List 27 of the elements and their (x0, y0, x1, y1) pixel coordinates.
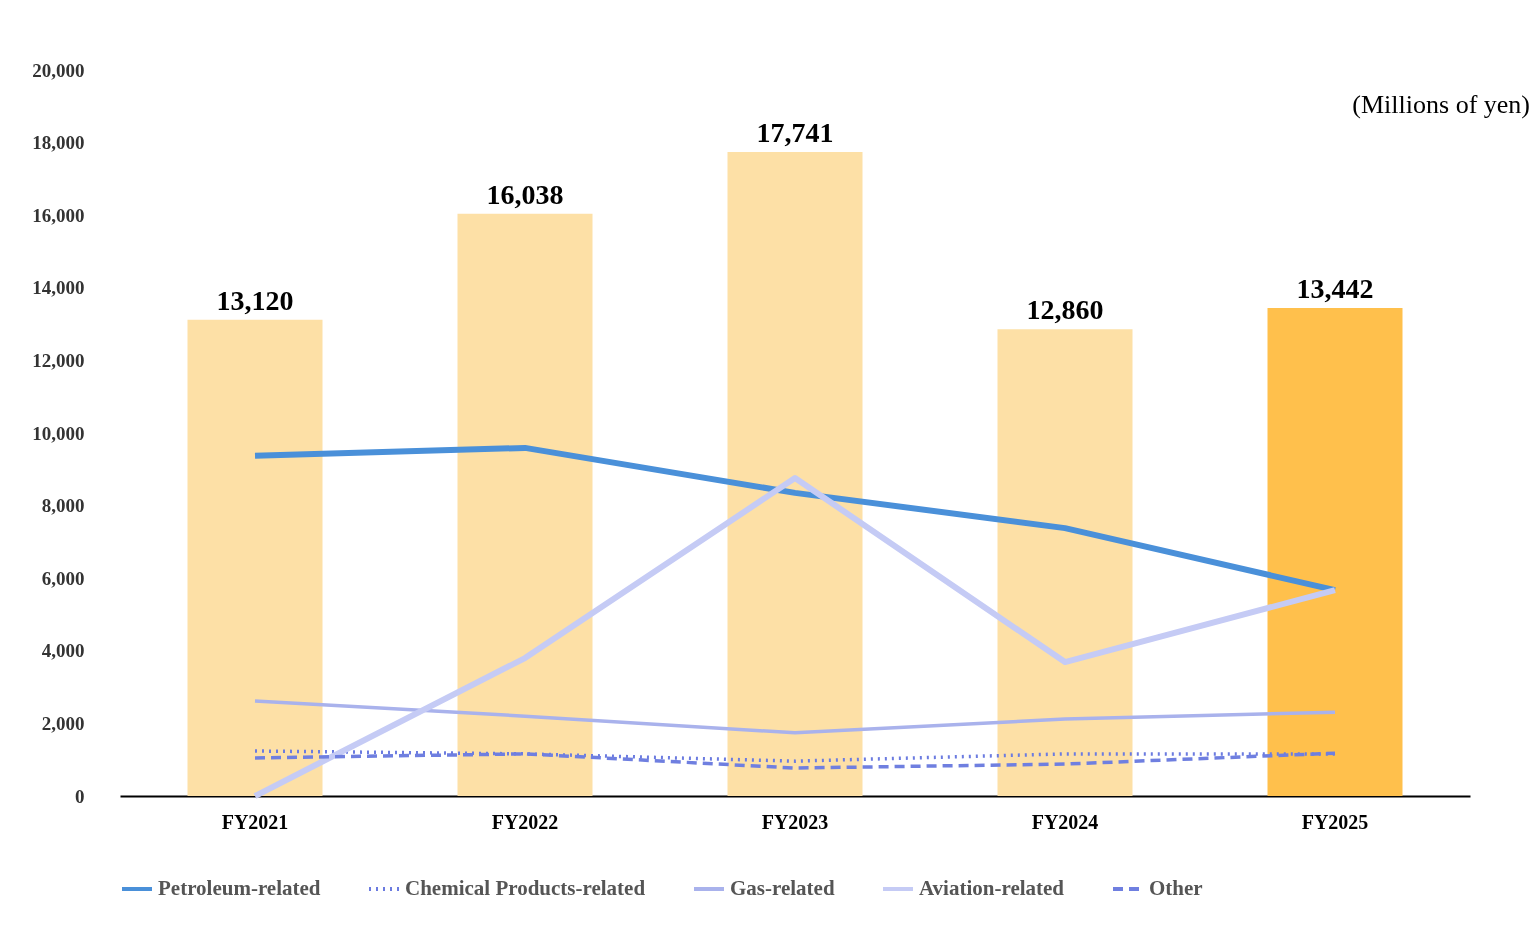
y-tick-label: 8,000 (41, 495, 85, 517)
annotation: (Millions of yen) (1352, 90, 1530, 119)
y-tick-label: 0 (75, 785, 85, 807)
y-tick-label: 6,000 (41, 567, 85, 589)
y-tick-label: 16,000 (32, 204, 85, 226)
y-tick-label: 20,000 (32, 59, 85, 81)
data-label: 13,442 (1296, 273, 1374, 305)
data-label: 12,860 (1026, 294, 1104, 326)
x-tick-label: FY2025 (1301, 810, 1369, 833)
x-tick-label: FY2023 (761, 810, 829, 833)
data-label: 17,741 (756, 117, 834, 148)
legend-label: Aviation-related (919, 876, 1065, 900)
y-tick-label: 10,000 (32, 422, 85, 444)
x-tick-label: FY2021 (221, 810, 289, 833)
y-tick-label: 2,000 (41, 712, 85, 734)
y-tick-label: 14,000 (32, 277, 85, 299)
legend-label: Gas-related (730, 876, 835, 900)
y-tick-label: 12,000 (32, 349, 85, 371)
legend-label: Chemical Products-related (405, 876, 646, 900)
data-label: 16,038 (486, 178, 564, 210)
y-tick-label: 4,000 (41, 640, 85, 662)
x-tick-label: FY2024 (1031, 810, 1099, 833)
y-tick-label: 18,000 (32, 132, 85, 154)
data-label: 13,120 (216, 284, 294, 316)
x-tick-label: FY2022 (491, 810, 559, 833)
legend-label: Petroleum-related (158, 876, 321, 900)
legend-label: Other (1149, 876, 1203, 900)
